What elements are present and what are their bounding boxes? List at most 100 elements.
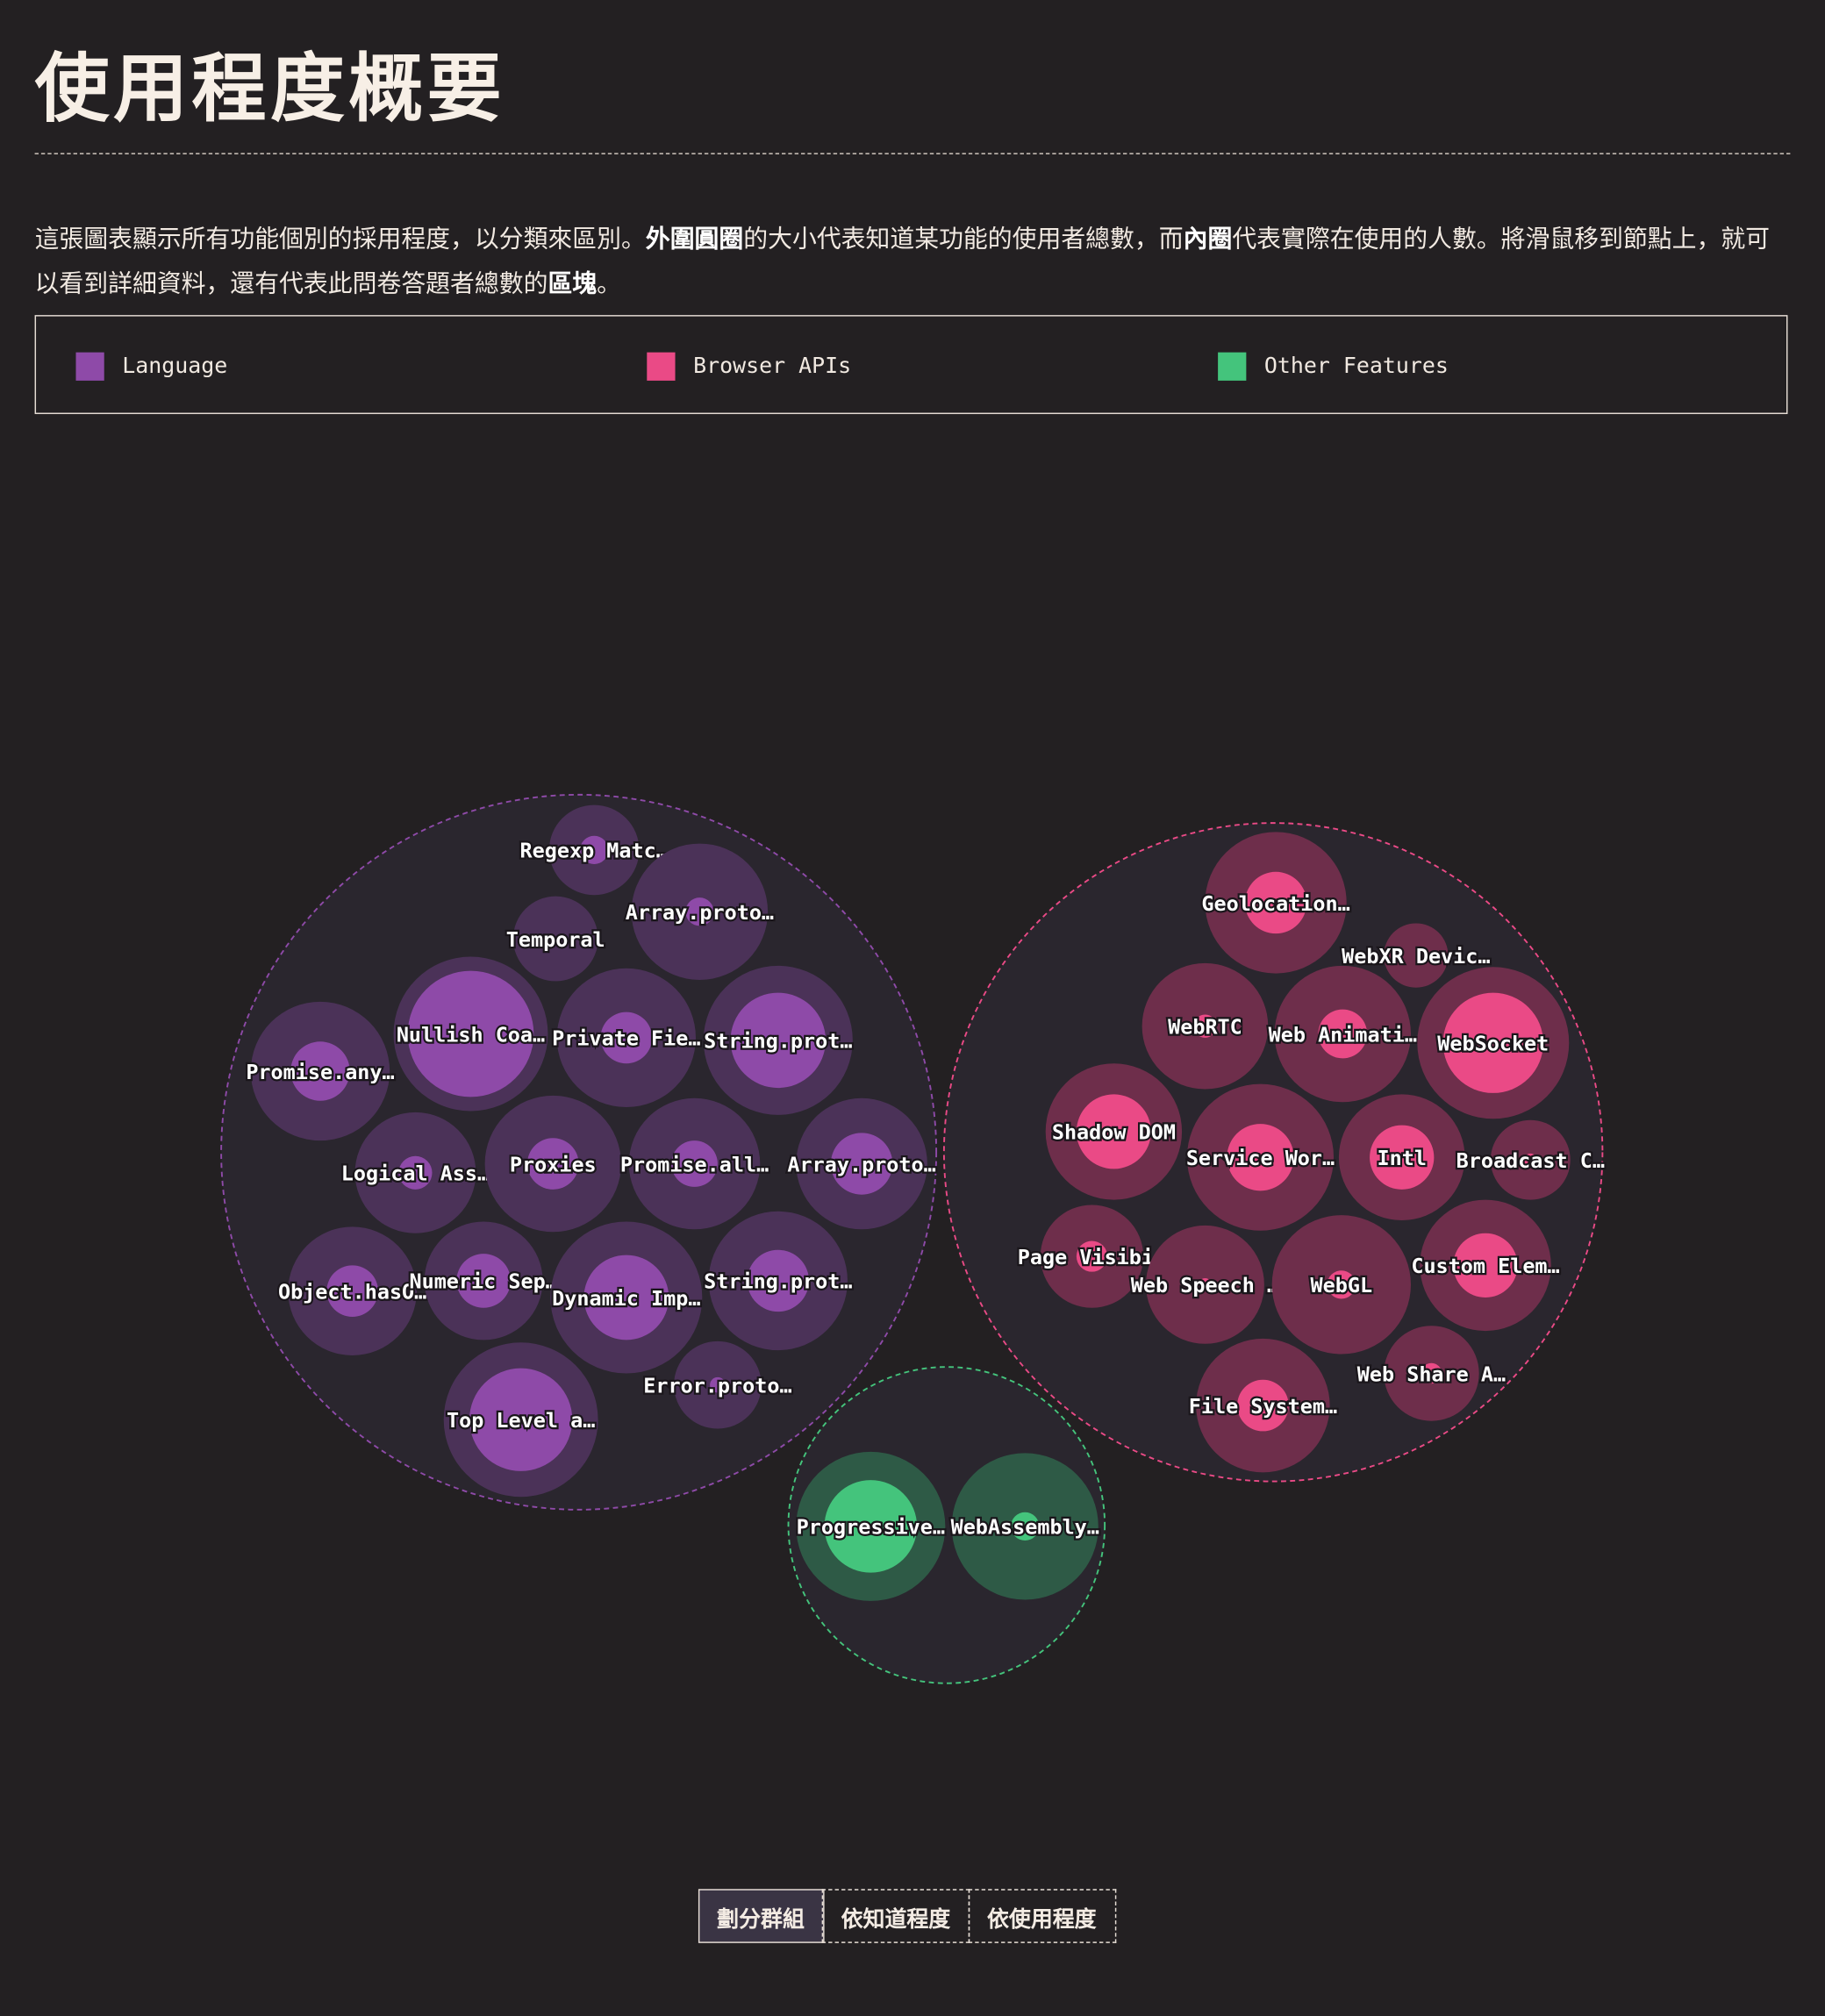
- feature-node[interactable]: Web Speech …: [1129, 1225, 1281, 1344]
- usage-circle: [526, 1138, 579, 1190]
- usage-circle: [671, 1140, 718, 1187]
- group-other-features: Progressive… WebAssembly…: [787, 1366, 1106, 1684]
- description-text: 這張圖表顯示所有功能個別的採用程度，以分類來區別。: [34, 225, 646, 254]
- feature-label: Numeric Sep…: [409, 1269, 557, 1294]
- group-view-button[interactable]: 劃分群組: [698, 1889, 824, 1943]
- feature-label: WebXR Devic…: [1342, 944, 1490, 969]
- feature-node[interactable]: WebSocket: [1417, 967, 1570, 1119]
- feature-label: Top Level a…: [447, 1408, 595, 1433]
- feature-node[interactable]: Object.hasO…: [276, 1226, 428, 1355]
- usage-circle: [1011, 1512, 1040, 1541]
- feature-node[interactable]: Intl: [1338, 1094, 1465, 1221]
- feature-node[interactable]: Promise.all…: [619, 1097, 770, 1230]
- legend-item-browser-apis[interactable]: Browser APIs: [647, 352, 852, 381]
- feature-label: Promise.any…: [246, 1060, 394, 1084]
- feature-label: Service Wor…: [1186, 1146, 1335, 1170]
- feature-node[interactable]: Array.proto…: [624, 843, 776, 980]
- feature-label: Object.hasO…: [278, 1279, 426, 1304]
- feature-label: Custom Elem…: [1411, 1254, 1559, 1278]
- feature-label: Web Animati…: [1269, 1022, 1417, 1047]
- usage-circle: [326, 1265, 378, 1317]
- feature-node[interactable]: Service Wor…: [1184, 1083, 1336, 1231]
- usage-circle: [1523, 1153, 1537, 1167]
- feature-node[interactable]: Temporal: [505, 896, 607, 982]
- feature-node[interactable]: Promise.any…: [244, 1001, 397, 1141]
- by-usage-button[interactable]: 依使用程度: [968, 1889, 1116, 1943]
- usage-circle: [469, 1368, 573, 1471]
- feature-label: Page Visibi…: [1018, 1245, 1166, 1269]
- usage-circle: [685, 897, 714, 926]
- feature-node[interactable]: Logical Ass…: [340, 1112, 491, 1233]
- feature-label: Broadcast C…: [1456, 1148, 1605, 1173]
- feature-label: Array.proto…: [626, 900, 774, 925]
- feature-node[interactable]: Array.proto…: [785, 1097, 938, 1230]
- feature-label: Dynamic Imp…: [552, 1286, 700, 1311]
- legend-item-language[interactable]: Language: [75, 352, 228, 381]
- usage-circle: [1193, 1014, 1217, 1038]
- feature-node[interactable]: Error.proto…: [641, 1340, 794, 1429]
- feature-label: WebSocket: [1437, 1032, 1549, 1056]
- by-awareness-button[interactable]: 依知道程度: [821, 1889, 970, 1943]
- feature-node[interactable]: Broadcast C…: [1454, 1119, 1607, 1200]
- usage-circle: [1370, 1125, 1435, 1190]
- feature-label: Array.proto…: [787, 1152, 935, 1176]
- usage-circle: [456, 1254, 511, 1308]
- feature-node[interactable]: Page Visibi…: [1016, 1205, 1168, 1308]
- legend-label-browser-apis: Browser APIs: [693, 354, 852, 380]
- feature-label: Promise.all…: [620, 1152, 769, 1176]
- usage-circle: [580, 835, 609, 865]
- feature-label: Nullish Coa…: [397, 1022, 545, 1047]
- usage-circle: [1199, 1278, 1212, 1291]
- feature-node[interactable]: WebRTC: [1142, 962, 1269, 1090]
- legend-swatch-browser-apis: [647, 352, 676, 381]
- awareness-circle: [512, 896, 598, 982]
- feature-node[interactable]: Web Share A…: [1356, 1326, 1507, 1421]
- legend: Language Browser APIs Other Features: [34, 315, 1788, 414]
- feature-node[interactable]: Geolocation…: [1199, 832, 1352, 974]
- usage-circle: [1076, 1240, 1108, 1272]
- feature-node[interactable]: String.prot…: [702, 965, 855, 1115]
- usage-circle: [1327, 1270, 1356, 1299]
- feature-node[interactable]: Proxies: [484, 1095, 621, 1233]
- feature-node[interactable]: Numeric Sep…: [407, 1221, 560, 1340]
- feature-node[interactable]: WebXR Devic…: [1340, 923, 1492, 988]
- usage-circle: [407, 970, 534, 1097]
- usage-circle: [1318, 1009, 1368, 1059]
- usage-circle: [600, 1012, 653, 1064]
- view-toggle: 劃分群組 依知道程度 依使用程度: [698, 1889, 1116, 1943]
- feature-node[interactable]: String.prot…: [702, 1211, 855, 1351]
- feature-node[interactable]: Custom Elem…: [1409, 1199, 1562, 1332]
- usage-circle: [1227, 1124, 1294, 1191]
- feature-label: Proxies: [510, 1152, 597, 1176]
- legend-label-language: Language: [122, 354, 228, 380]
- feature-node[interactable]: Private Fie…: [550, 968, 703, 1108]
- usage-circle: [1076, 1094, 1151, 1169]
- feature-node[interactable]: Nullish Coa…: [393, 956, 548, 1112]
- feature-node[interactable]: Web Animati…: [1266, 965, 1419, 1103]
- usage-circle: [1442, 992, 1543, 1093]
- feature-node[interactable]: Shadow DOM: [1045, 1063, 1183, 1200]
- usage-circle: [824, 1480, 918, 1573]
- group-browser-apis: Geolocation… WebXR Devic… WebRTC Web Animat…: [942, 822, 1607, 1483]
- chart-description: 這張圖表顯示所有功能個別的採用程度，以分類來區別。外圍圓圈的大小代表知道某功能的…: [35, 218, 1791, 308]
- feature-node[interactable]: WebGL: [1271, 1215, 1411, 1355]
- feature-node[interactable]: WebAssembly…: [948, 1453, 1101, 1600]
- usage-circle: [1453, 1233, 1518, 1298]
- feature-label: Web Share A…: [1357, 1362, 1506, 1386]
- legend-item-other-features[interactable]: Other Features: [1218, 352, 1449, 381]
- feature-node[interactable]: File System…: [1187, 1338, 1339, 1473]
- awareness-circle: [1384, 923, 1449, 988]
- title-divider: [34, 153, 1791, 154]
- feature-label: Private Fie…: [552, 1026, 700, 1051]
- feature-node[interactable]: Progressive…: [794, 1451, 947, 1601]
- usage-circle: [398, 1155, 433, 1190]
- feature-label: String.prot…: [704, 1029, 852, 1054]
- feature-node[interactable]: Dynamic Imp…: [550, 1221, 703, 1374]
- description-text: 代表實際在使用的人數。將滑鼠移到節點上，就可以看到詳細資料，還有代表此問卷答題者…: [34, 225, 1771, 299]
- feature-label: File System…: [1189, 1394, 1337, 1419]
- feature-node[interactable]: Top Level a…: [443, 1342, 598, 1498]
- description-text: 。: [597, 269, 622, 299]
- feature-node[interactable]: Regexp Matc…: [518, 804, 670, 896]
- feature-label: Intl: [1377, 1146, 1426, 1170]
- usage-circle: [730, 992, 827, 1089]
